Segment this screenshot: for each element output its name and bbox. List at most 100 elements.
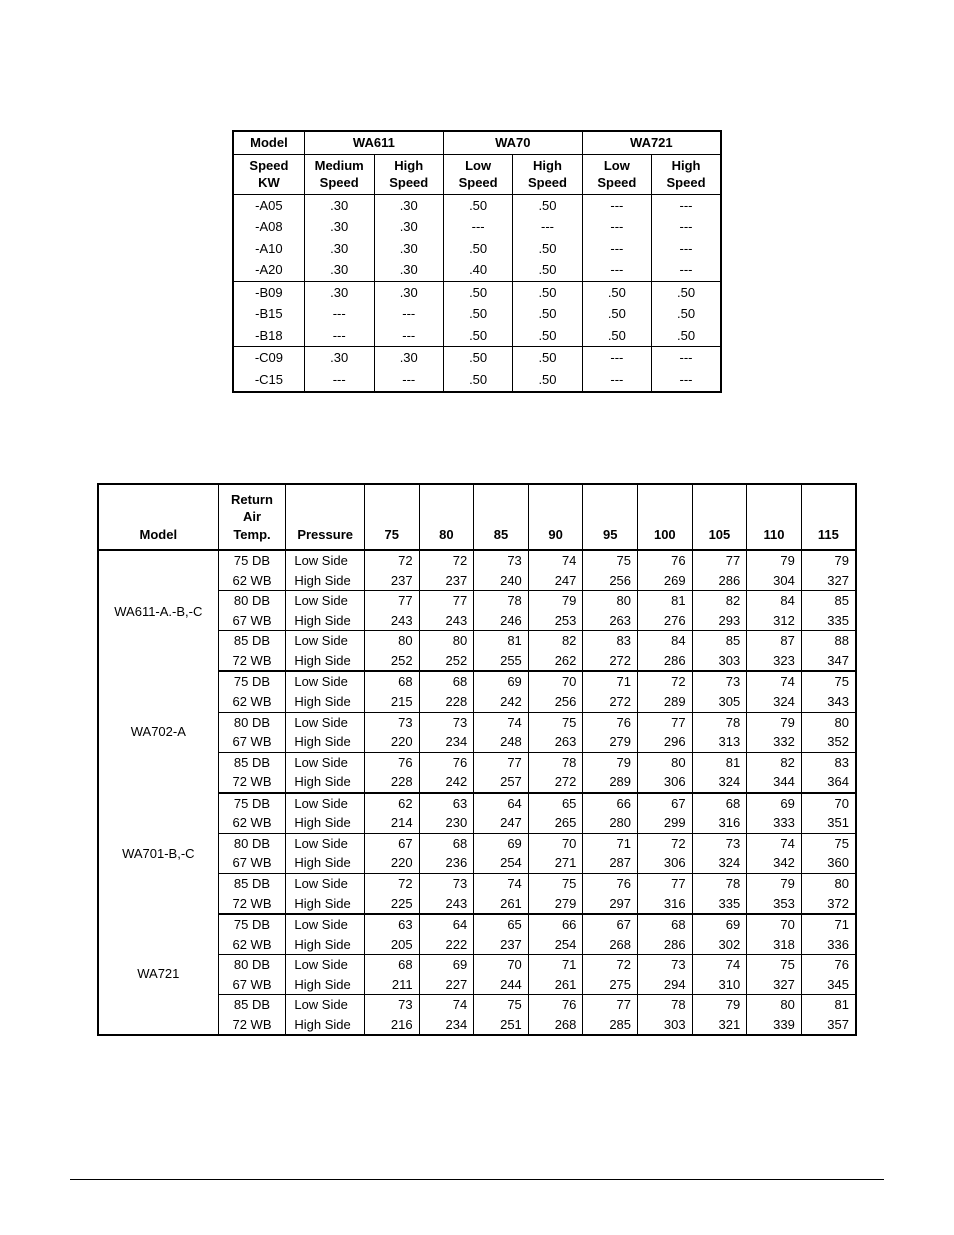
t1-head-wa721: WA721	[582, 131, 721, 154]
t2-temp-cell: 67 WB	[218, 732, 286, 752]
t2-value-cell: 297	[583, 894, 638, 915]
t2-value-cell: 85	[801, 591, 856, 611]
t2-temp-cell: 72 WB	[218, 651, 286, 672]
t2-value-cell: 79	[747, 550, 802, 571]
t2-value-cell: 254	[474, 853, 529, 873]
t1-cell: ---	[304, 369, 374, 392]
t2-head-col: 115	[801, 484, 856, 551]
t2-value-cell: 234	[419, 732, 474, 752]
t2-value-cell: 74	[747, 833, 802, 853]
t2-value-cell: 76	[583, 873, 638, 893]
t2-temp-cell: 67 WB	[218, 611, 286, 631]
t2-value-cell: 324	[692, 853, 747, 873]
t2-value-cell: 74	[747, 671, 802, 692]
t2-temp-cell: 75 DB	[218, 793, 286, 814]
t1-head2-col: HighSpeed	[374, 154, 443, 194]
t2-value-cell: 299	[638, 813, 693, 833]
t2-value-cell: 72	[583, 955, 638, 975]
t1-row-label: -A08	[233, 216, 304, 238]
t2-value-cell: 351	[801, 813, 856, 833]
t2-temp-cell: 85 DB	[218, 995, 286, 1015]
t1-cell: .50	[513, 325, 582, 347]
t1-cell: .30	[304, 216, 374, 238]
t2-value-cell: 79	[692, 995, 747, 1015]
t2-value-cell: 324	[692, 772, 747, 793]
t2-value-cell: 80	[364, 631, 419, 651]
t2-value-cell: 312	[747, 611, 802, 631]
t2-value-cell: 78	[692, 873, 747, 893]
t2-value-cell: 272	[583, 651, 638, 672]
t1-cell: .50	[513, 303, 582, 325]
t2-value-cell: 343	[801, 692, 856, 712]
t2-model-cell: WA701-B,-C	[98, 793, 218, 914]
t2-value-cell: 70	[528, 833, 583, 853]
t1-cell: .50	[513, 369, 582, 392]
t2-head-col: Model	[98, 484, 218, 551]
t2-pressure-cell: High Side	[286, 611, 365, 631]
t2-value-cell: 79	[801, 550, 856, 571]
t2-value-cell: 306	[638, 853, 693, 873]
t2-value-cell: 74	[528, 550, 583, 571]
t1-cell: ---	[582, 238, 651, 260]
t2-value-cell: 347	[801, 651, 856, 672]
t2-value-cell: 66	[528, 914, 583, 935]
t2-value-cell: 248	[474, 732, 529, 752]
t2-value-cell: 244	[474, 975, 529, 995]
t2-value-cell: 246	[474, 611, 529, 631]
t2-value-cell: 72	[419, 550, 474, 571]
t2-value-cell: 73	[419, 873, 474, 893]
t2-value-cell: 286	[638, 935, 693, 955]
t2-value-cell: 70	[801, 793, 856, 814]
t1-cell: .50	[443, 194, 512, 216]
t2-value-cell: 88	[801, 631, 856, 651]
t1-row-label: -B18	[233, 325, 304, 347]
t2-pressure-cell: Low Side	[286, 752, 365, 772]
t2-value-cell: 79	[583, 752, 638, 772]
t2-value-cell: 66	[583, 793, 638, 814]
t1-cell: ---	[443, 216, 512, 238]
t1-cell: ---	[582, 216, 651, 238]
t2-value-cell: 84	[638, 631, 693, 651]
t2-value-cell: 77	[364, 591, 419, 611]
t2-value-cell: 70	[474, 955, 529, 975]
t1-cell: ---	[304, 303, 374, 325]
t2-pressure-cell: High Side	[286, 772, 365, 793]
t2-value-cell: 252	[419, 651, 474, 672]
t1-cell: ---	[582, 259, 651, 281]
t2-value-cell: 222	[419, 935, 474, 955]
t2-value-cell: 70	[528, 671, 583, 692]
t2-value-cell: 76	[638, 550, 693, 571]
t2-value-cell: 69	[474, 671, 529, 692]
t2-value-cell: 76	[528, 995, 583, 1015]
t2-value-cell: 64	[419, 914, 474, 935]
t2-value-cell: 81	[692, 752, 747, 772]
t2-model-cell: WA721	[98, 914, 218, 1035]
t1-cell: .30	[304, 194, 374, 216]
t2-value-cell: 68	[692, 793, 747, 814]
t2-temp-cell: 75 DB	[218, 550, 286, 571]
t1-row-label: -B09	[233, 281, 304, 303]
t2-value-cell: 252	[364, 651, 419, 672]
t2-value-cell: 80	[801, 873, 856, 893]
t2-pressure-cell: Low Side	[286, 712, 365, 732]
t2-temp-cell: 62 WB	[218, 813, 286, 833]
t2-value-cell: 279	[583, 732, 638, 752]
t2-value-cell: 353	[747, 894, 802, 915]
t2-pressure-cell: High Side	[286, 732, 365, 752]
t1-cell: .50	[582, 325, 651, 347]
t2-value-cell: 74	[692, 955, 747, 975]
t2-value-cell: 76	[583, 712, 638, 732]
t2-value-cell: 336	[801, 935, 856, 955]
t2-temp-cell: 80 DB	[218, 955, 286, 975]
t2-value-cell: 335	[692, 894, 747, 915]
t2-value-cell: 68	[364, 671, 419, 692]
t1-cell: .50	[443, 369, 512, 392]
t2-value-cell: 272	[583, 692, 638, 712]
t2-value-cell: 236	[419, 853, 474, 873]
t2-value-cell: 333	[747, 813, 802, 833]
t2-value-cell: 80	[638, 752, 693, 772]
t1-head-wa70: WA70	[443, 131, 582, 154]
t1-cell: .30	[374, 238, 443, 260]
t2-value-cell: 63	[419, 793, 474, 814]
t2-pressure-cell: Low Side	[286, 793, 365, 814]
